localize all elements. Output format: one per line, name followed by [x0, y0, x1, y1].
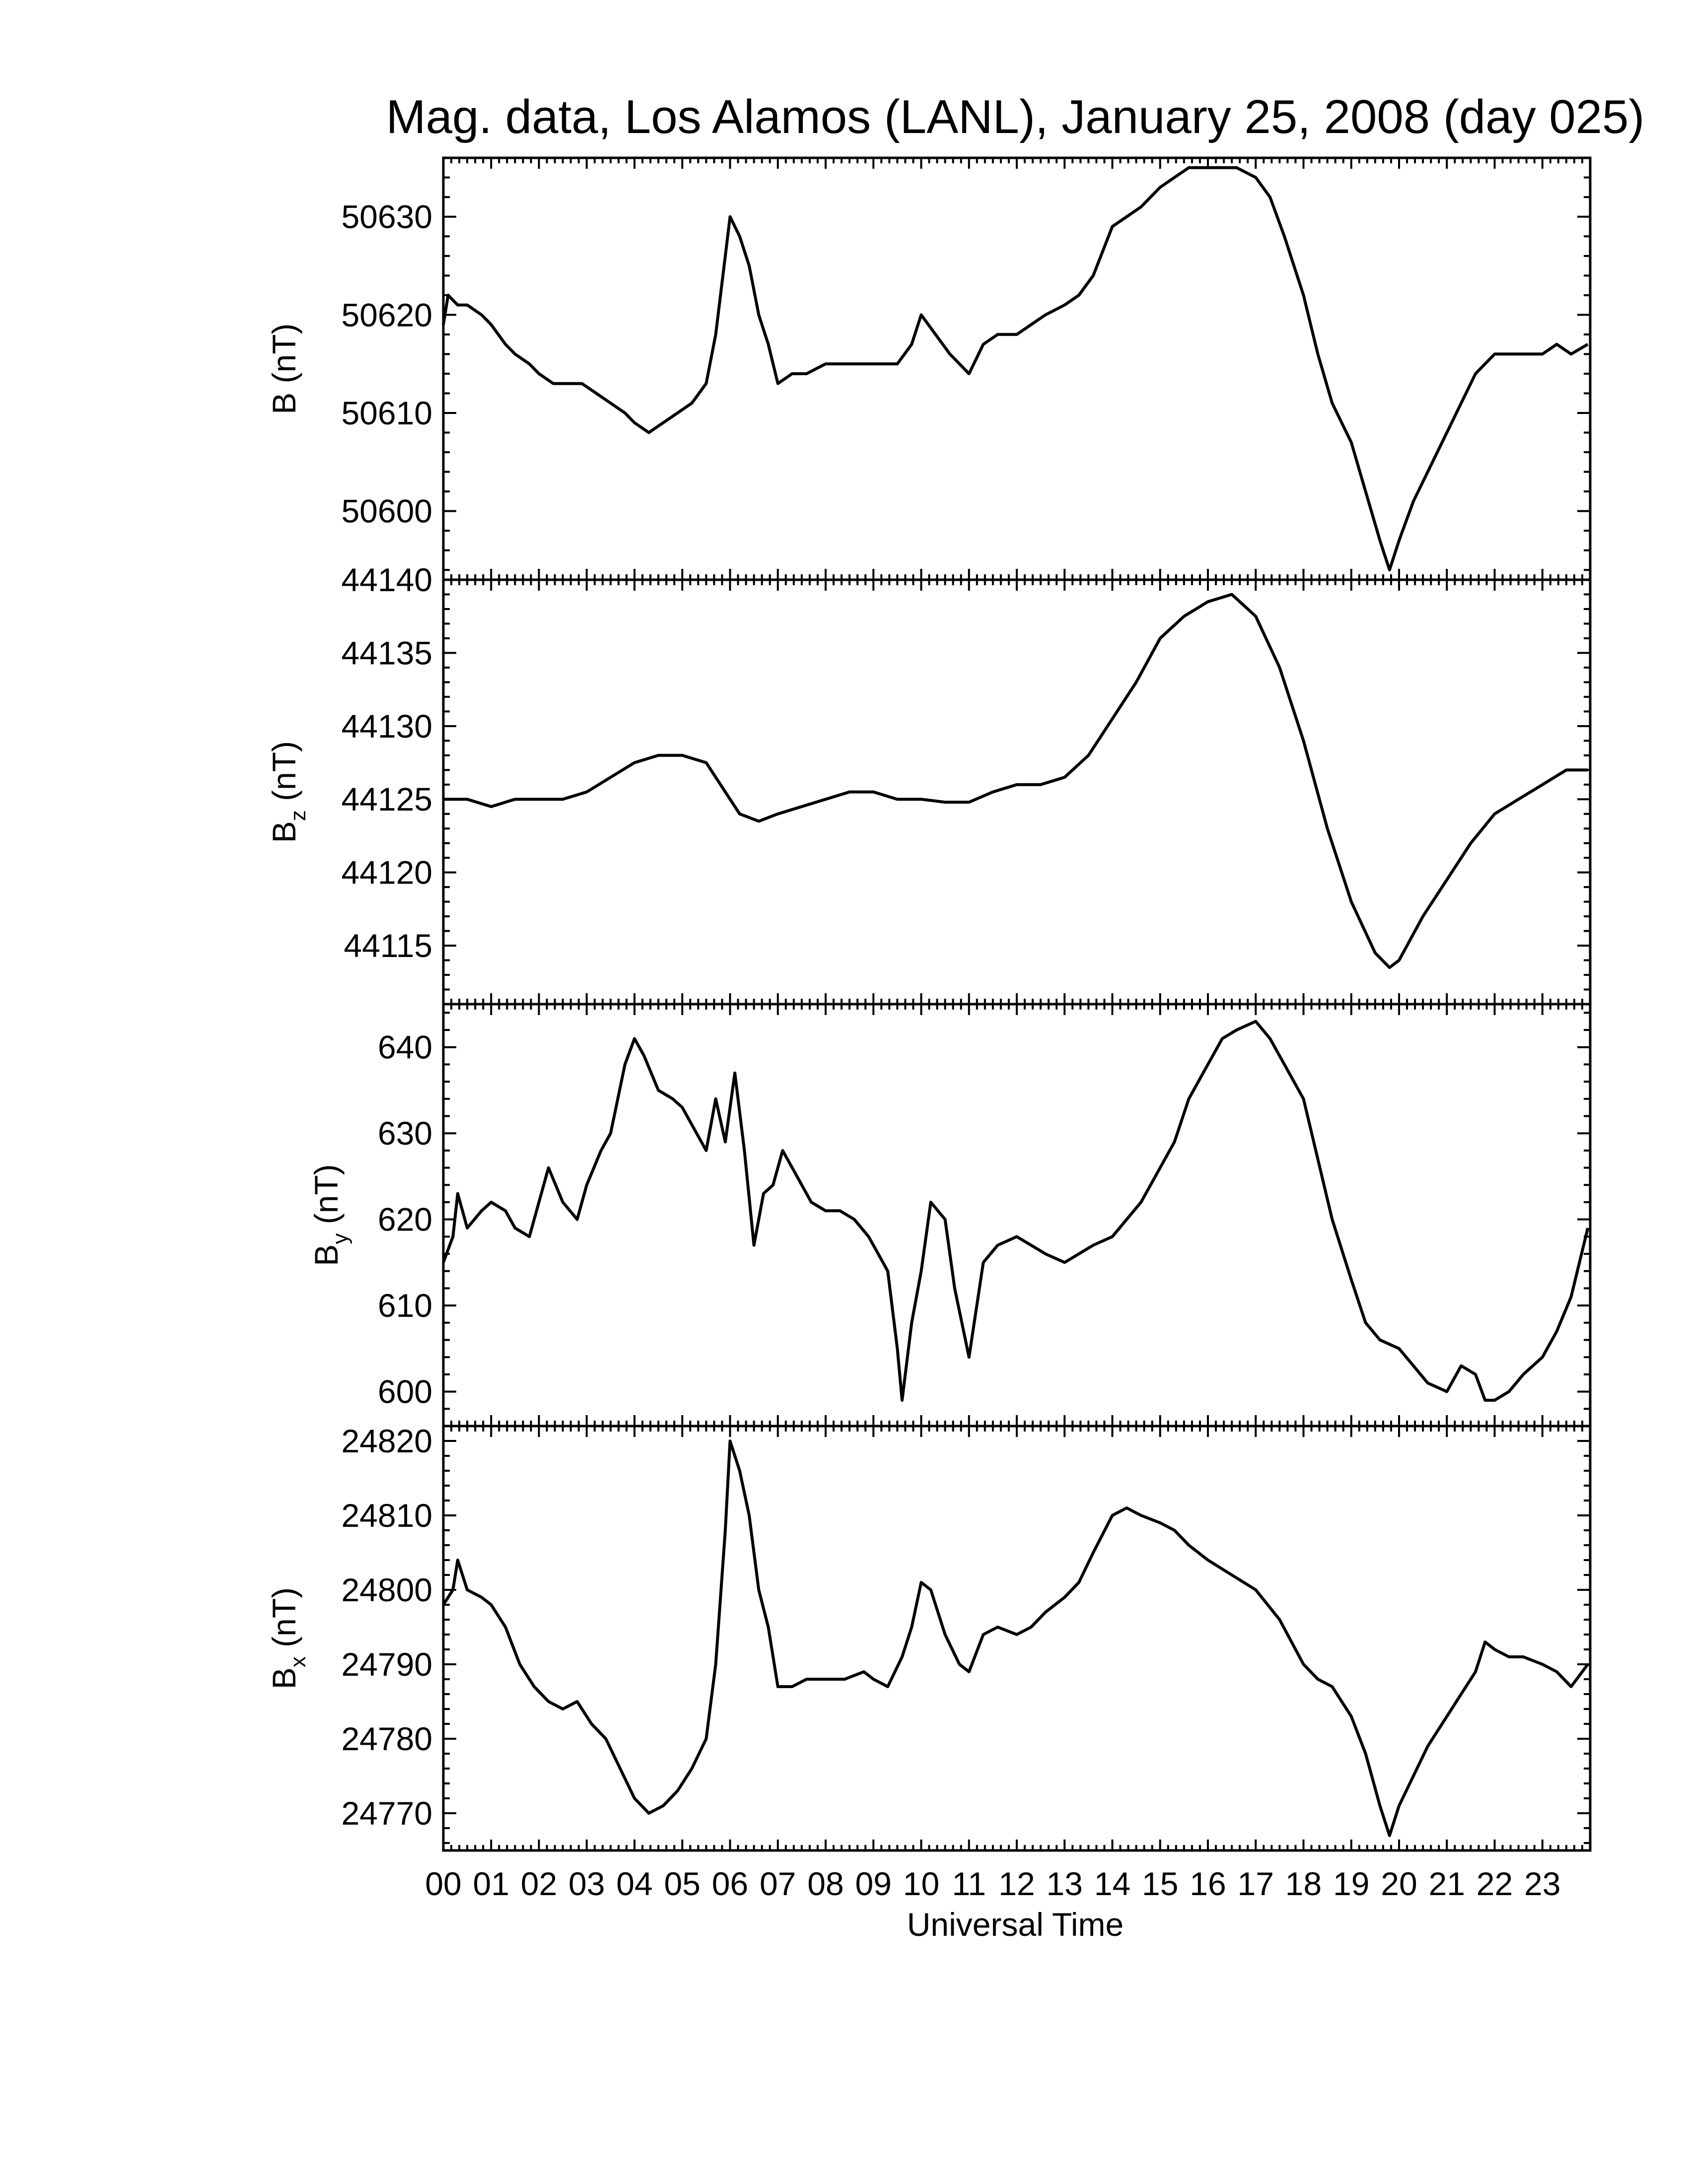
series-line-By	[442, 1020, 1590, 1402]
x-tick-label: 07	[760, 1865, 796, 1902]
panel-y-ticks: 50600 50610 50620 50630	[341, 157, 1590, 571]
y-tick-label: 24800	[341, 1571, 432, 1608]
y-tick-label: 44140	[341, 561, 432, 598]
panel-By: 600 610 620 630 640 By (nT)	[308, 1003, 1592, 1428]
y-tick-label: 44120	[341, 854, 432, 891]
y-tick-label: 44125	[341, 781, 432, 818]
y-tick-label: 50630	[341, 199, 432, 235]
x-tick-label: 14	[1094, 1865, 1130, 1902]
x-tick-label: 05	[664, 1865, 701, 1902]
y-tick-label: 24780	[341, 1720, 432, 1757]
y-axis-label-subscript: x	[286, 1656, 310, 1667]
y-tick-label: 50620	[341, 296, 432, 333]
y-tick-label: 24820	[341, 1423, 432, 1459]
x-tick-label: 03	[568, 1865, 605, 1902]
y-tick-label: 640	[378, 1029, 432, 1066]
y-axis-label-unit: (nT)	[266, 1587, 302, 1656]
panel-frame	[442, 156, 1592, 581]
chart-title: Mag. data, Los Alamos (LANL), January 25…	[386, 90, 1645, 143]
panel-y-ticks: 44115 44120 44125 44130 44135 44140	[341, 561, 1590, 1005]
y-tick-label: 24770	[341, 1795, 432, 1832]
y-axis-label-main: B	[266, 393, 302, 414]
panel-time-ticks	[442, 158, 1591, 580]
y-tick-label: 630	[378, 1115, 432, 1152]
y-axis-label-unit: (nT)	[266, 741, 302, 810]
x-tick-label: 06	[712, 1865, 748, 1902]
y-tick-label: 50610	[341, 395, 432, 431]
y-axis-label-main: B	[308, 1244, 345, 1266]
series-line-B	[442, 166, 1589, 572]
panel-Bz: 44115 44120 44125 44130 44135 44140 Bz (nT)	[266, 561, 1592, 1006]
y-tick-label: 610	[378, 1287, 432, 1324]
y-tick-label: 24790	[341, 1646, 432, 1683]
x-tick-label: 22	[1477, 1865, 1513, 1902]
y-tick-label: 50600	[341, 493, 432, 530]
panel-time-ticks	[442, 1004, 1591, 1426]
y-axis-label-unit: (nT)	[266, 323, 302, 392]
y-axis-label-subscript: y	[328, 1233, 352, 1244]
y-tick-label: 620	[378, 1201, 432, 1238]
x-tick-label: 18	[1285, 1865, 1322, 1902]
x-tick-label: 11	[952, 1865, 986, 1902]
y-axis-label: Bx (nT)	[266, 1587, 310, 1689]
x-tick-label: 13	[1047, 1865, 1083, 1902]
y-tick-label: 44135	[341, 634, 432, 671]
x-tick-label: 20	[1381, 1865, 1417, 1902]
y-tick-label: 44115	[344, 927, 432, 964]
x-tick-label: 08	[807, 1865, 844, 1902]
x-tick-label: 12	[998, 1865, 1035, 1902]
x-tick-label: 01	[473, 1865, 509, 1902]
y-axis-label-main: B	[266, 1667, 302, 1689]
panel-frame	[442, 578, 1592, 1006]
y-axis-label: By (nT)	[308, 1164, 352, 1266]
x-tick-label: 15	[1142, 1865, 1178, 1902]
panel-frame	[442, 1003, 1592, 1428]
panel-frame	[442, 1425, 1592, 1852]
panel-Bx: 24770 24780 24790 24800 24810 24820 Bx (nT)	[266, 1423, 1592, 1852]
x-tick-label: 00	[425, 1865, 461, 1902]
y-tick-label: 44130	[341, 708, 432, 745]
x-tick-label: 19	[1333, 1865, 1369, 1902]
y-axis-label: Bz (nT)	[266, 741, 310, 843]
x-tick-label: 02	[521, 1865, 557, 1902]
y-tick-label: 600	[378, 1373, 432, 1410]
y-axis-label: B (nT)	[266, 323, 302, 414]
y-axis-label-subscript: z	[286, 810, 310, 821]
panel-time-ticks	[442, 1426, 1591, 1850]
x-tick-label: 17	[1238, 1865, 1274, 1902]
series-line-Bx	[442, 1439, 1589, 1837]
panel-time-ticks	[442, 580, 1591, 1004]
x-tick-label: 23	[1524, 1865, 1560, 1902]
series-line-Bz	[443, 593, 1588, 969]
panel-y-ticks: 24770 24780 24790 24800 24810 24820	[341, 1423, 1590, 1844]
y-axis-label-unit: (nT)	[308, 1164, 345, 1233]
x-tick-label: 04	[616, 1865, 652, 1902]
panels: 50600 50610 50620 50630 B (nT) 44115 44120 4412…	[266, 156, 1592, 1852]
x-tick-label: 10	[903, 1865, 939, 1902]
x-tick-label: 21	[1429, 1865, 1465, 1902]
y-tick-label: 24810	[341, 1497, 432, 1534]
x-tick-label: 16	[1190, 1865, 1226, 1902]
x-axis: 00 01 02 03 04 05 06 07 08 09 10 11 12 13 14 15 16 17 18 19…	[425, 1865, 1560, 1902]
panel-B: 50600 50610 50620 50630 B (nT)	[266, 156, 1592, 581]
x-axis-title: Universal Time	[907, 1906, 1124, 1943]
y-axis-label-main: B	[266, 821, 302, 843]
x-tick-label: 09	[855, 1865, 892, 1902]
panel-y-ticks: 600 610 620 630 640	[378, 1012, 1590, 1427]
